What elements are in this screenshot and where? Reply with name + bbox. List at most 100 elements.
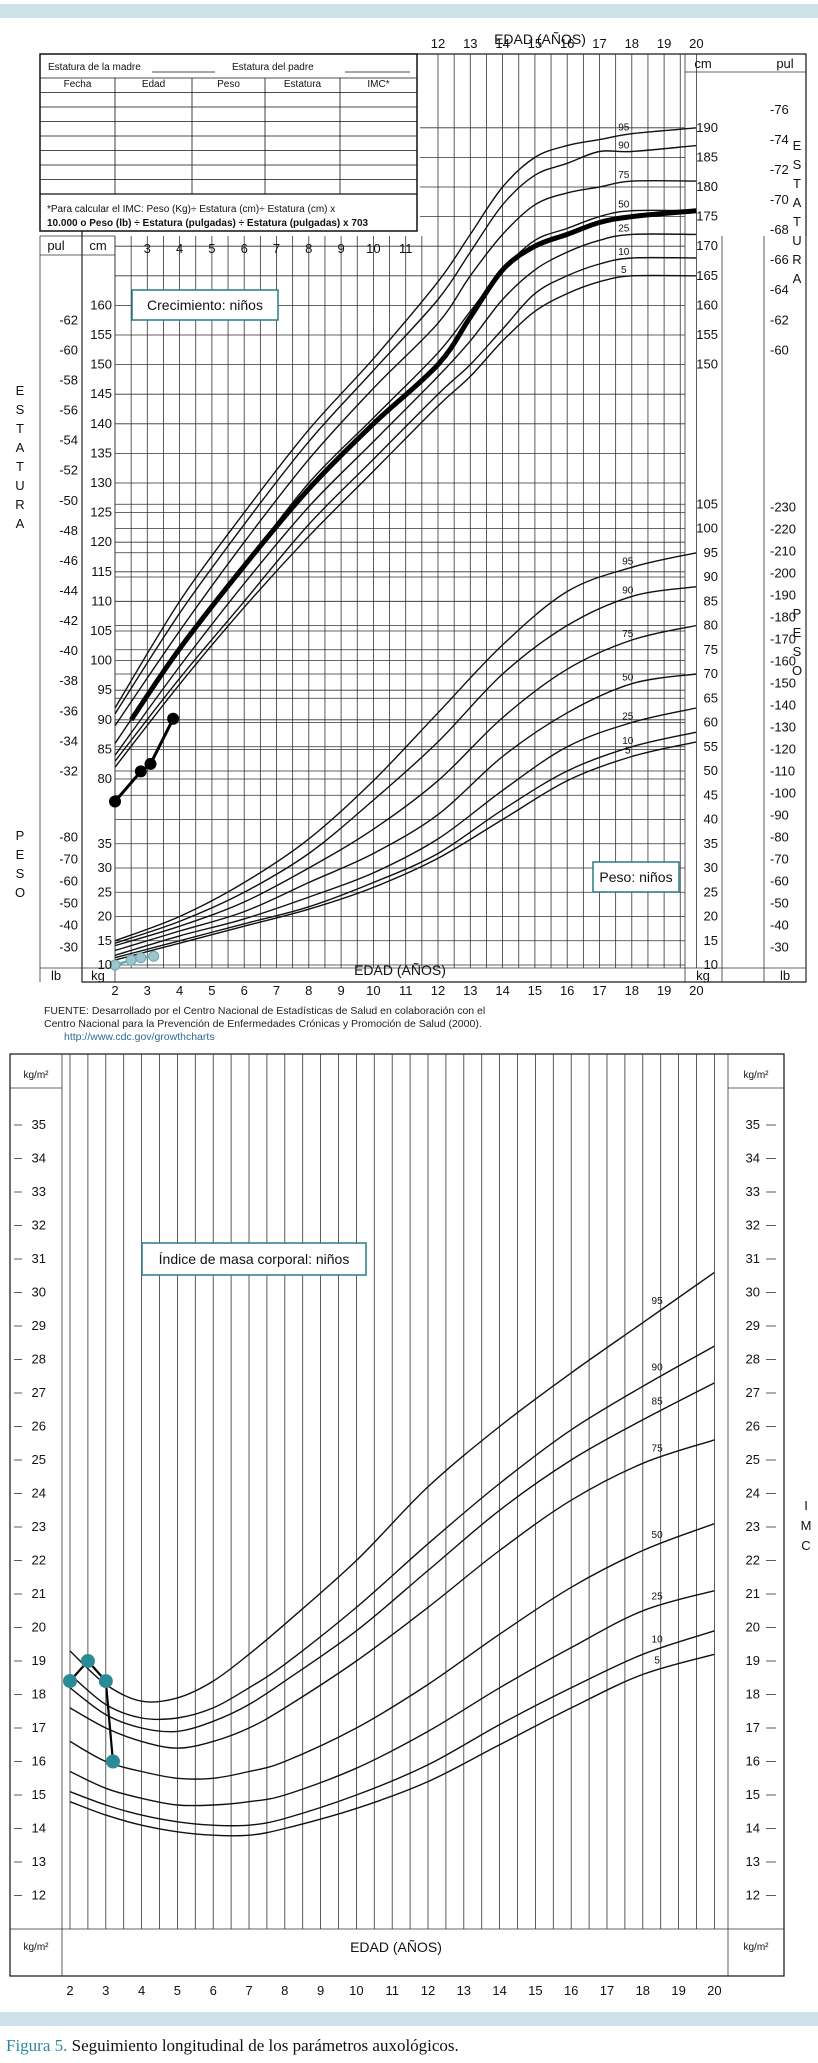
bmi-tick-right: 14 — [746, 1821, 760, 1836]
cm-tick-right: 185 — [696, 149, 718, 164]
bmi-age-tick: 14 — [492, 1983, 506, 1998]
source-url[interactable]: http://www.cdc.gov/growthcharts — [64, 1031, 215, 1043]
bmi-age-tick: 13 — [457, 1983, 471, 1998]
lb-tick-right: -120 — [770, 742, 796, 757]
bmi-tick-right: 16 — [746, 1754, 760, 1769]
cm-tick-right: 170 — [696, 238, 718, 253]
lb-tick-right: -230 — [770, 500, 796, 515]
bmi-age-tick: 20 — [707, 1983, 721, 1998]
cm-tick-right: 190 — [696, 120, 718, 135]
bmi-age-tick: 2 — [66, 1983, 73, 1998]
patient-bmi-point — [105, 1754, 120, 1769]
bmi-units-top-left: kg/m² — [24, 1070, 50, 1081]
bmi-tick-right: 18 — [746, 1687, 760, 1702]
bmi-units-top-right: kg/m² — [744, 1070, 770, 1081]
measurement-table: Estatura de la madre Estatura del padre … — [39, 53, 418, 232]
bmi-tick-left: 23 — [32, 1519, 46, 1534]
percentile-curves — [69, 127, 715, 1837]
bmi-axis-title: C — [801, 1538, 810, 1553]
bmi-curve-85 — [69, 1382, 715, 1733]
bmi-percentile-label-10: 10 — [652, 1634, 664, 1645]
patient-bmi-line — [69, 1659, 115, 1762]
kg-tick-right: 95 — [704, 545, 718, 560]
inch-tick-left: -46 — [59, 553, 78, 568]
kg-tick-right: 60 — [704, 715, 718, 730]
bmi-tick-right: 23 — [746, 1519, 760, 1534]
lb-tick-right: -200 — [770, 566, 796, 581]
bmi-tick-left: 12 — [32, 1888, 46, 1903]
bmi-age-tick: 18 — [636, 1983, 650, 1998]
bmi-tick-right: 12 — [746, 1888, 760, 1903]
top-band — [0, 4, 818, 18]
bmi-age-tick: 10 — [349, 1983, 363, 1998]
kg-tick-right: 15 — [704, 933, 718, 948]
source-note: FUENTE: Desarrollado por el Centro Nacio… — [44, 1005, 485, 1044]
bmi-percentile-label-25: 25 — [652, 1592, 664, 1603]
figure-caption: Figura 5. Seguimiento longitudinal de lo… — [6, 2036, 459, 2056]
bmi-curve-25 — [69, 1590, 715, 1807]
bmi-tick-left: 19 — [32, 1653, 46, 1668]
stature-axis-title-left: E — [16, 383, 25, 398]
table-header-5: IMC* — [367, 79, 389, 90]
weight-curve-50 — [114, 673, 697, 952]
lb-tick-right: -100 — [770, 786, 796, 801]
mid-age-tick: 6 — [241, 241, 248, 256]
bmi-tick-left: 26 — [32, 1419, 46, 1434]
bmi-tick-left: 20 — [32, 1620, 46, 1635]
mid-age-tick: 3 — [144, 241, 151, 256]
bmi-grid — [9, 1053, 785, 1977]
kg-tick-right: 80 — [704, 618, 718, 633]
bmi-tick-right: 24 — [746, 1486, 760, 1501]
bmi-tick-left: 18 — [32, 1687, 46, 1702]
kg-tick-left: 30 — [98, 860, 112, 875]
bottom-age-tick: 4 — [176, 983, 183, 998]
bmi-tick-right: 17 — [746, 1720, 760, 1735]
cm-tick-right: 160 — [696, 297, 718, 312]
top-age-tick: 14 — [495, 36, 509, 51]
lb-tick-right: -220 — [770, 522, 796, 537]
bottom-age-tick: 18 — [625, 983, 639, 998]
weight-percentile-label-10: 10 — [622, 736, 634, 747]
top-age-tick: 20 — [689, 36, 703, 51]
bmi-tick-left: 29 — [32, 1318, 46, 1333]
mid-age-tick: 4 — [176, 241, 183, 256]
table-header-1: Fecha — [64, 79, 92, 90]
weight-curve-5 — [114, 741, 697, 961]
bmi-tick-left: 14 — [32, 1821, 46, 1836]
cm-tick-right: 175 — [696, 209, 718, 224]
lb-tick-right: -210 — [770, 544, 796, 559]
stature-axis-title-right: U — [792, 233, 801, 248]
bmi-tick-left: 28 — [32, 1352, 46, 1367]
bmi-tick-right: 19 — [746, 1653, 760, 1668]
lb-tick-right: -70 — [770, 852, 789, 867]
weight-axis-title-left: O — [15, 885, 25, 900]
cm-tick-left: 145 — [90, 386, 112, 401]
top-age-label: EDAD (AÑOS) — [494, 31, 586, 47]
bottom-age-tick: 19 — [657, 983, 671, 998]
cm-tick-left: 120 — [90, 534, 112, 549]
bmi-title-box: Índice de masa corporal: niños — [141, 1242, 367, 1276]
inch-header-left: pul — [47, 238, 64, 253]
stature-axis-title-left: T — [16, 459, 24, 474]
cm-tick-left: 125 — [90, 505, 112, 520]
inch-tick-right: -76 — [770, 102, 789, 117]
inch-tick-left: -34 — [59, 733, 78, 748]
kg-tick-right: 75 — [704, 642, 718, 657]
caption-label: Figura 5. — [6, 2036, 68, 2055]
lb-tick-left: -40 — [59, 918, 78, 933]
stature-axis-title-right: A — [793, 195, 802, 210]
growth-title-box: Crecimiento: niños — [131, 289, 279, 321]
bmi-tick-right: 15 — [746, 1787, 760, 1802]
stature-curve-75 — [114, 179, 697, 727]
lb-tick-right: -30 — [770, 940, 789, 955]
bottom-age-tick: 10 — [366, 983, 380, 998]
kg-tick-right: 40 — [704, 812, 718, 827]
lb-tick-right: -60 — [770, 874, 789, 889]
mid-age-tick: 9 — [337, 241, 344, 256]
top-age-tick: 15 — [528, 36, 542, 51]
bmi-age-tick: 15 — [528, 1983, 542, 1998]
caption-text: Seguimiento longitudinal de los parámetr… — [67, 2036, 459, 2055]
cm-tick-right: 180 — [696, 179, 718, 194]
mother-height-label: Estatura de la madre — [48, 62, 141, 73]
inch-tick-left: -48 — [59, 523, 78, 538]
